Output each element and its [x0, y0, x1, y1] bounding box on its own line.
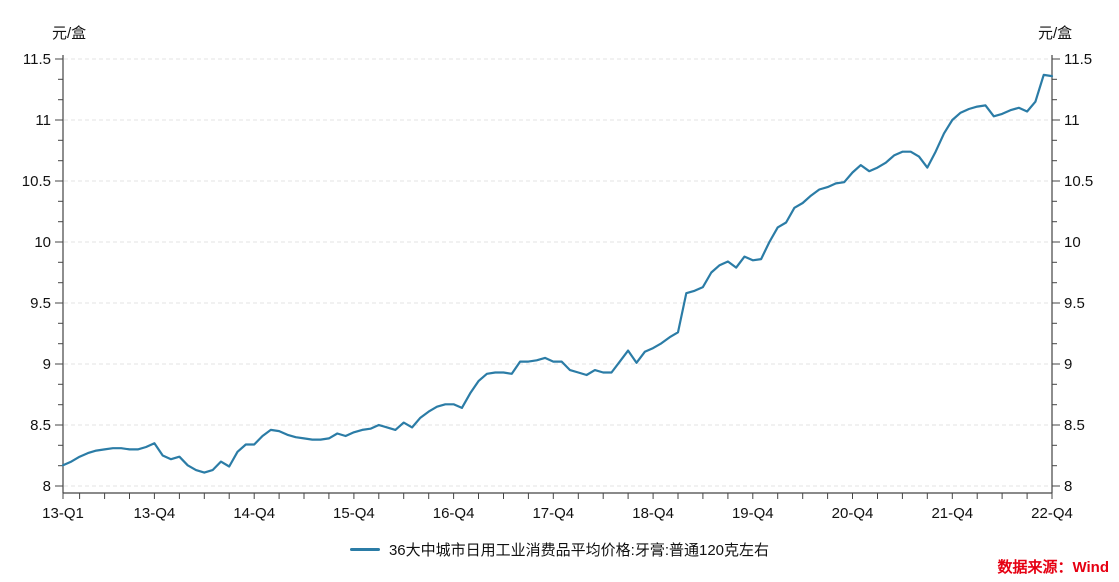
svg-text:13-Q1: 13-Q1: [42, 505, 84, 522]
y-axis-unit-right: 元/盒: [1038, 25, 1073, 42]
svg-text:11.5: 11.5: [23, 51, 51, 68]
data-source-label: 数据来源：Wind: [997, 559, 1109, 576]
legend-item-toothpaste-series[interactable]: 36大中城市日用工业消费品平均价格:牙膏:普通120克左右: [349, 539, 770, 560]
svg-text:17-Q4: 17-Q4: [532, 505, 574, 522]
svg-text:8.5: 8.5: [1064, 417, 1085, 434]
legend-label: 36大中城市日用工业消费品平均价格:牙膏:普通120克左右: [388, 542, 770, 559]
svg-text:8: 8: [43, 478, 51, 495]
svg-text:10.5: 10.5: [1064, 173, 1093, 190]
svg-text:18-Q4: 18-Q4: [632, 505, 674, 522]
svg-text:19-Q4: 19-Q4: [732, 505, 774, 522]
y-axis-unit-left: 元/盒: [52, 25, 87, 42]
svg-text:9: 9: [1064, 356, 1072, 373]
svg-text:21-Q4: 21-Q4: [931, 505, 973, 522]
svg-text:13-Q4: 13-Q4: [134, 505, 176, 522]
svg-text:16-Q4: 16-Q4: [433, 505, 475, 522]
svg-text:20-Q4: 20-Q4: [832, 505, 874, 522]
svg-text:8.5: 8.5: [30, 417, 51, 434]
svg-text:10.5: 10.5: [22, 173, 51, 190]
legend: 36大中城市日用工业消费品平均价格:牙膏:普通120克左右: [0, 539, 1119, 560]
svg-text:10: 10: [1064, 234, 1081, 251]
svg-text:11.5: 11.5: [1064, 51, 1092, 68]
legend-line-marker: [349, 548, 380, 551]
svg-text:11: 11: [35, 112, 51, 129]
svg-text:22-Q4: 22-Q4: [1031, 505, 1073, 522]
svg-text:9.5: 9.5: [30, 295, 51, 312]
svg-text:10: 10: [34, 234, 51, 251]
svg-text:15-Q4: 15-Q4: [333, 505, 375, 522]
svg-text:11: 11: [1064, 112, 1080, 129]
svg-text:14-Q4: 14-Q4: [233, 505, 275, 522]
svg-text:8: 8: [1064, 478, 1072, 495]
svg-text:9.5: 9.5: [1064, 295, 1085, 312]
svg-text:9: 9: [43, 356, 51, 373]
